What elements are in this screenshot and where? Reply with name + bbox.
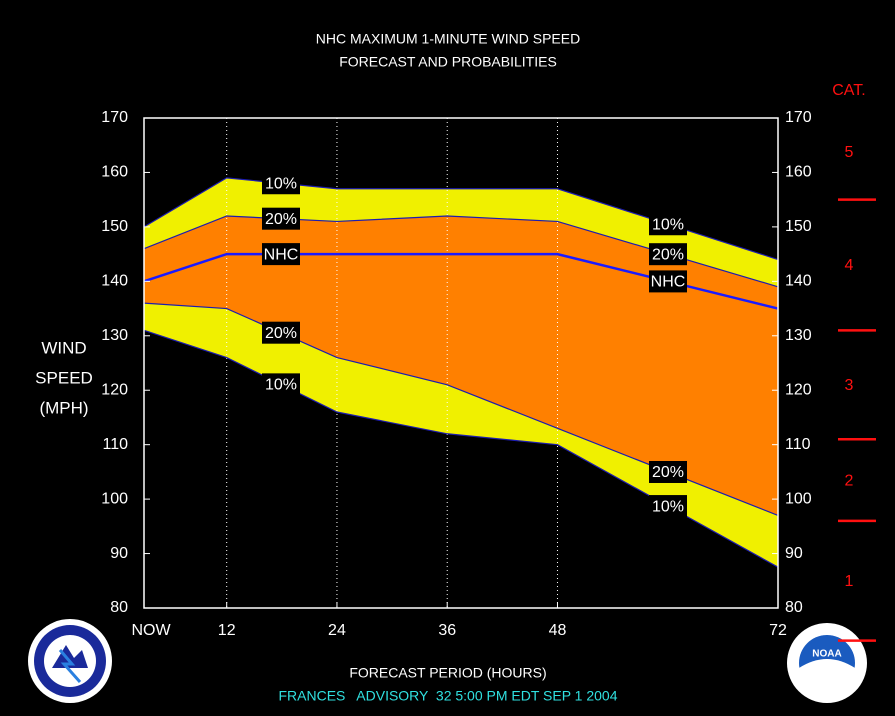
y2-tick-label: 80 bbox=[785, 599, 803, 616]
y-tick-label: 170 bbox=[101, 109, 128, 126]
category-label: 3 bbox=[845, 377, 854, 394]
y-tick-label: 150 bbox=[101, 218, 128, 235]
y2-tick-label: 140 bbox=[785, 273, 812, 290]
line-label-text: 20% bbox=[265, 325, 297, 342]
chart-subtitle: FORECAST AND PROBABILITIES bbox=[339, 54, 557, 70]
label-box bbox=[262, 243, 300, 266]
y-tick-label: 160 bbox=[101, 164, 128, 181]
category-label: 5 bbox=[845, 144, 854, 161]
y-tick-label: 110 bbox=[102, 436, 128, 453]
label-box bbox=[649, 213, 687, 236]
line-label-text: 20% bbox=[652, 246, 684, 263]
label-box bbox=[262, 373, 300, 396]
y2-tick-label: 150 bbox=[785, 218, 812, 235]
line-label: 20% bbox=[262, 321, 300, 344]
series-line bbox=[143, 329, 779, 568]
category-label: 1 bbox=[845, 573, 854, 590]
y2-tick-label: 170 bbox=[785, 109, 812, 126]
chart-title: NHC MAXIMUM 1-MINUTE WIND SPEED bbox=[316, 31, 580, 47]
label-box bbox=[262, 321, 300, 344]
series-line bbox=[143, 215, 779, 288]
line-label: 10% bbox=[262, 373, 300, 396]
series-line bbox=[143, 252, 779, 310]
line-label: 20% bbox=[649, 243, 687, 266]
y-tick-label: 140 bbox=[101, 273, 128, 290]
y-tick-label: 80 bbox=[110, 599, 128, 616]
y2-tick-label: 110 bbox=[785, 436, 811, 453]
series-line bbox=[143, 302, 779, 517]
line-label: NHC bbox=[262, 243, 300, 266]
y-tick-label: 120 bbox=[101, 381, 128, 398]
y-axis-label: WIND bbox=[41, 338, 86, 357]
y2-tick-label: 100 bbox=[785, 490, 812, 507]
logo-wave bbox=[799, 659, 855, 696]
noaa-logo: NOAA bbox=[787, 623, 867, 703]
label-box bbox=[649, 495, 687, 518]
y-tick-label: 100 bbox=[101, 490, 128, 507]
x-tick-label: 36 bbox=[438, 622, 456, 639]
y2-tick-label: 120 bbox=[785, 381, 812, 398]
band-fill bbox=[144, 216, 778, 516]
y-axis-label: SPEED bbox=[35, 368, 93, 387]
series-line bbox=[143, 177, 779, 261]
label-box bbox=[262, 207, 300, 230]
label-box bbox=[649, 243, 687, 266]
y2-tick-label: 160 bbox=[785, 164, 812, 181]
line-label-text: 10% bbox=[652, 216, 684, 233]
line-label-text: 10% bbox=[265, 175, 297, 192]
y-tick-label: 90 bbox=[110, 545, 128, 562]
line-label: NHC bbox=[649, 270, 687, 293]
line-label: 10% bbox=[649, 495, 687, 518]
y-axis-label: (MPH) bbox=[39, 398, 88, 417]
line-label: 20% bbox=[262, 207, 300, 230]
category-label: 4 bbox=[845, 257, 854, 274]
line-label-text: 10% bbox=[265, 377, 297, 394]
logo-bolt bbox=[58, 649, 82, 683]
x-tick-label: 48 bbox=[549, 622, 567, 639]
x-axis-label: FORECAST PERIOD (HOURS) bbox=[349, 665, 546, 681]
line-label: 20% bbox=[649, 460, 687, 483]
y-tick-label: 130 bbox=[101, 327, 128, 344]
line-label-text: 20% bbox=[265, 211, 297, 228]
line-label-text: NHC bbox=[264, 246, 299, 263]
category-title: CAT. bbox=[832, 82, 865, 99]
label-box bbox=[649, 460, 687, 483]
line-label-text: 20% bbox=[652, 464, 684, 481]
label-box bbox=[649, 270, 687, 293]
x-tick-label: NOW bbox=[131, 622, 171, 639]
line-label-text: 10% bbox=[652, 498, 684, 515]
nws-logo bbox=[28, 619, 112, 703]
x-tick-label: 12 bbox=[218, 622, 236, 639]
plot-frame bbox=[143, 117, 779, 609]
y2-tick-label: 130 bbox=[785, 327, 812, 344]
line-label: 10% bbox=[262, 172, 300, 195]
x-tick-label: 24 bbox=[328, 622, 346, 639]
x-tick-label: 72 bbox=[769, 622, 787, 639]
category-label: 2 bbox=[845, 472, 854, 489]
footer: FRANCES ADVISORY 32 5:00 PM EDT SEP 1 20… bbox=[278, 688, 617, 704]
line-label-text: NHC bbox=[651, 274, 686, 291]
logo-text: NOAA bbox=[812, 649, 841, 660]
label-box bbox=[262, 172, 300, 195]
logo-cloud bbox=[52, 645, 88, 668]
y2-tick-label: 90 bbox=[785, 545, 803, 562]
line-label: 10% bbox=[649, 213, 687, 236]
